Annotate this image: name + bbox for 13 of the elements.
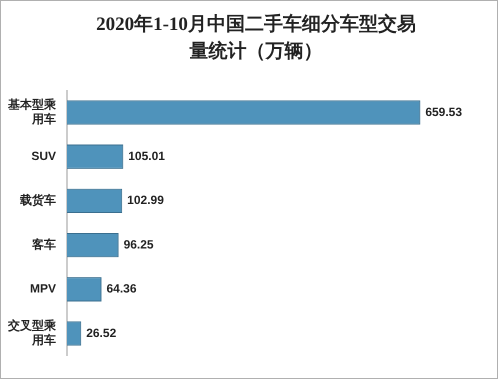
y-tick-label: 载货车 [19,193,56,208]
y-tick-label: MPV [30,282,56,296]
data-label: 105.01 [128,149,166,164]
data-label: 26.52 [86,326,117,340]
data-label: 96.25 [124,237,154,252]
chart-title: 2020年1-10月中国二手车细分车型交易量统计（万辆） [95,12,417,64]
y-tick-label: 交叉型乘用车 [7,318,57,348]
data-label: 64.36 [106,282,137,296]
data-label: 659.53 [425,104,462,119]
y-tick-label: 基本型乘用车 [7,98,57,126]
y-tick-label: 客车 [31,237,56,252]
data-label: 102.99 [127,193,164,208]
y-tick-label: SUV [31,149,56,164]
